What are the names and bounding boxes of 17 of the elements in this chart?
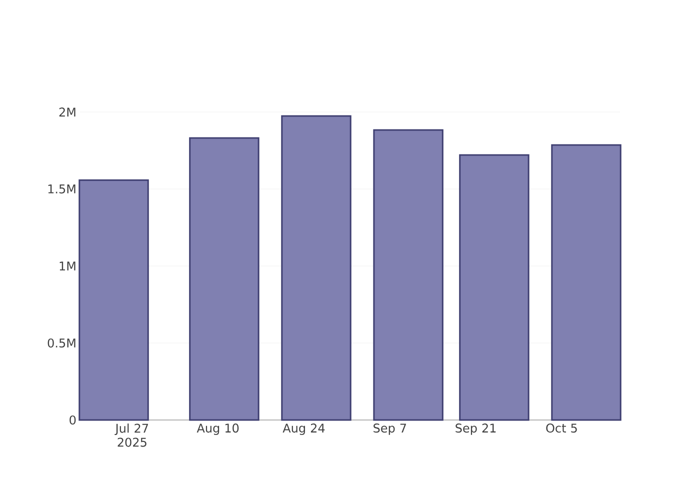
x-tick-label: Aug 10 [196,424,239,435]
bar [373,129,444,421]
bar [189,137,260,421]
x-tick-label: Sep 7 [374,424,406,435]
x-tick-label: Aug 24 [282,424,325,435]
x-tick-label: Oct 5 [546,424,577,433]
y-tick-label: 0.5M [48,338,76,348]
bar [281,115,352,421]
bar [551,144,622,421]
bar [459,154,530,421]
x-tick-label: Sep 21 [456,424,496,435]
x-tick-label: Jul 27 2025 [114,424,148,447]
y-tick-label: 0 [70,415,76,425]
bar [78,179,149,421]
y-tick-label: 1M [60,262,76,270]
y-tick-label: 2M [59,108,76,116]
y-tick-label: 1.5M [48,184,76,194]
